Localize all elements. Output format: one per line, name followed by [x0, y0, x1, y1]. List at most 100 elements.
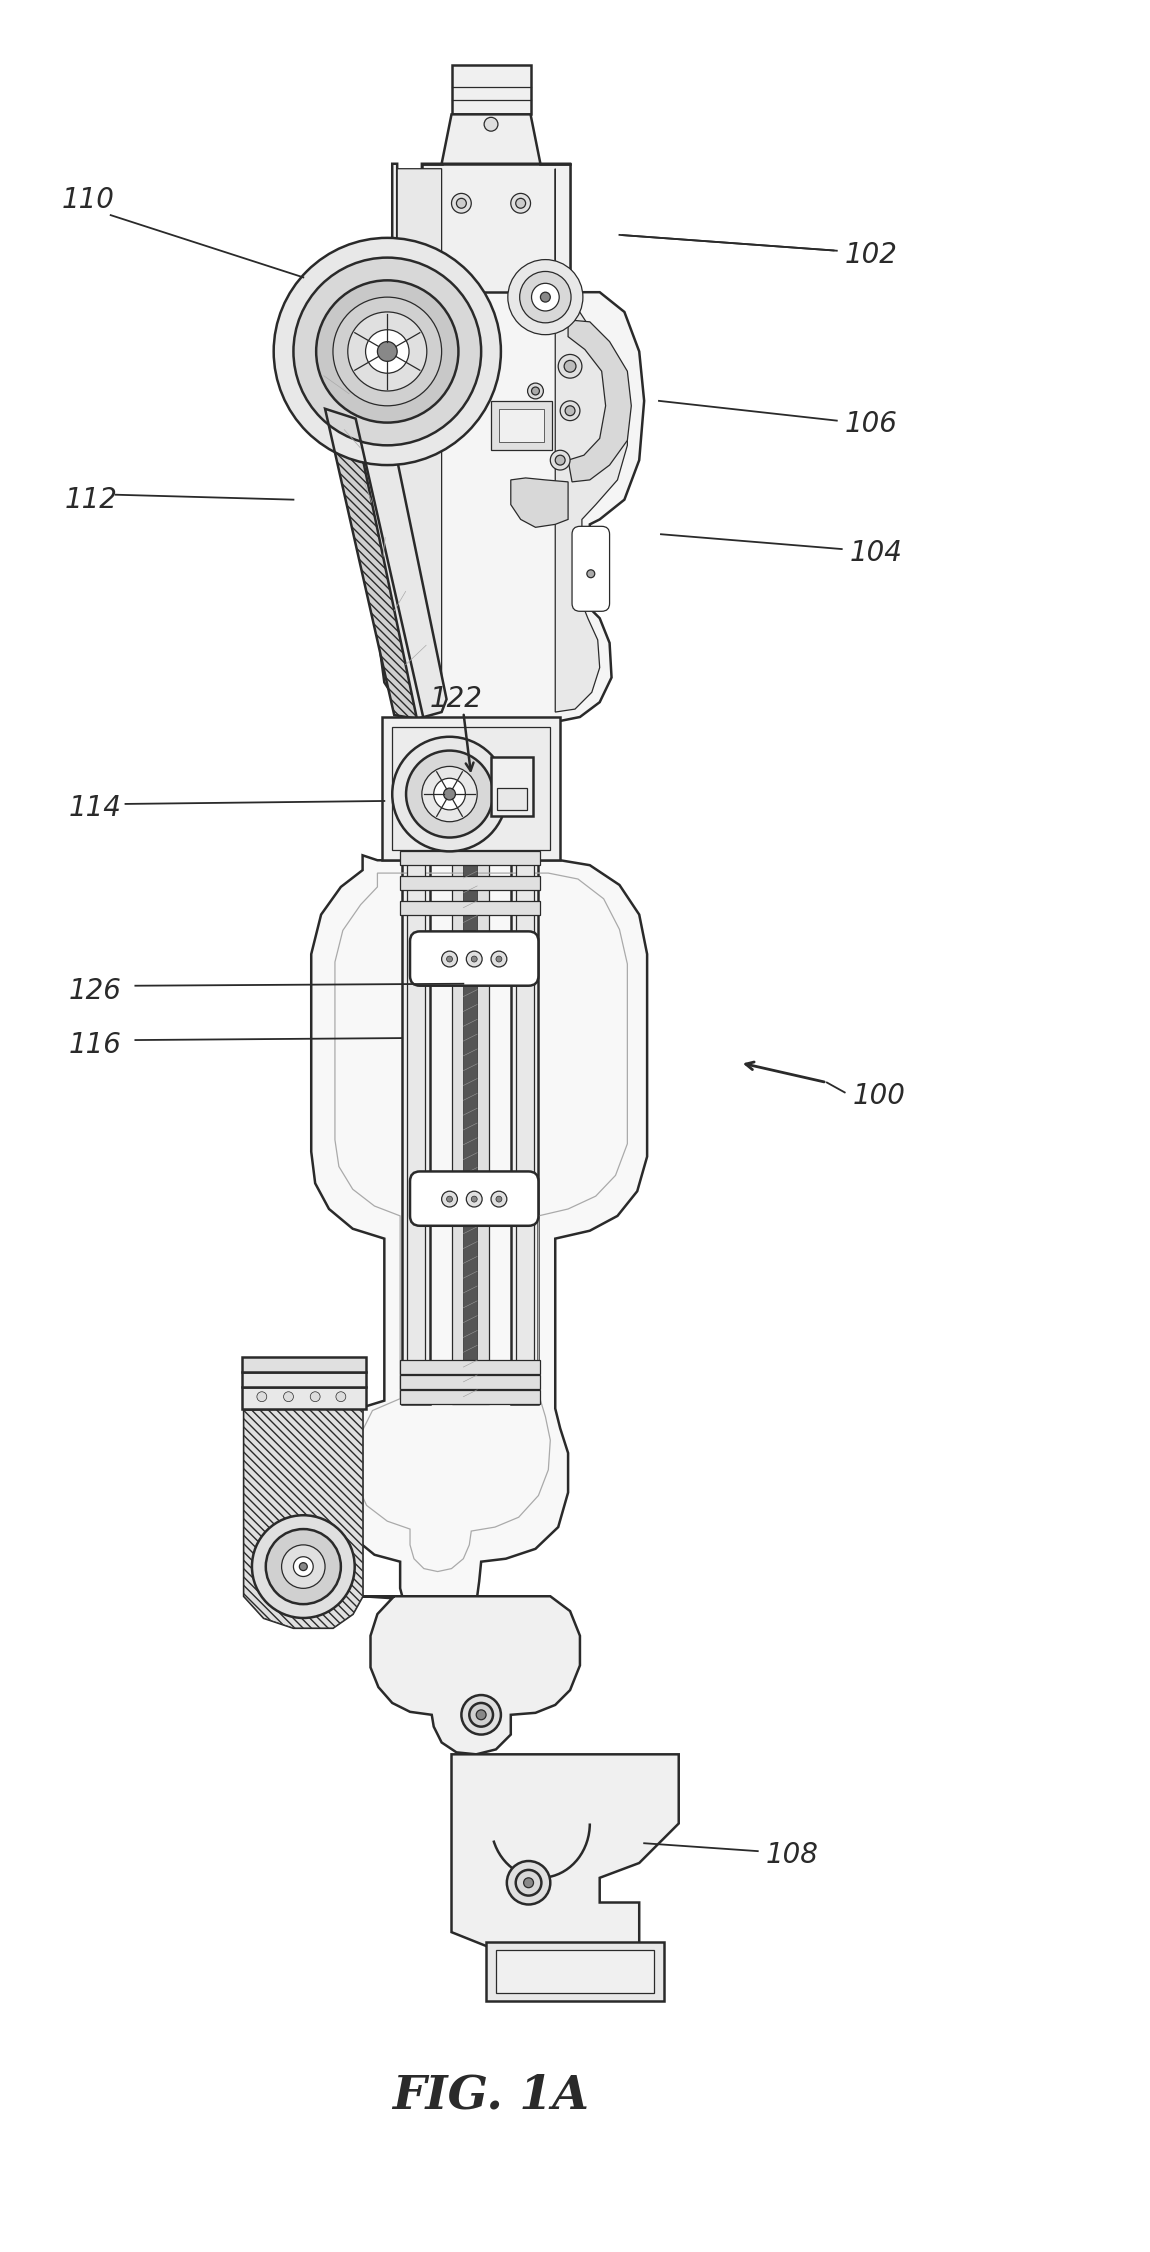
Circle shape	[444, 788, 455, 799]
Polygon shape	[384, 169, 442, 712]
Circle shape	[347, 313, 427, 392]
Circle shape	[293, 1556, 313, 1576]
Circle shape	[434, 779, 466, 811]
Bar	[452, 856, 489, 1403]
Text: 104: 104	[850, 538, 903, 568]
Circle shape	[565, 360, 576, 372]
Polygon shape	[244, 1408, 362, 1628]
Circle shape	[316, 279, 459, 423]
Polygon shape	[568, 320, 631, 482]
Bar	[463, 858, 477, 1401]
Text: 122: 122	[430, 685, 483, 714]
Text: 106: 106	[845, 410, 898, 439]
Bar	[400, 1389, 540, 1403]
Circle shape	[446, 957, 452, 962]
Bar	[400, 851, 540, 865]
Polygon shape	[452, 1754, 678, 1952]
Bar	[400, 876, 540, 890]
Circle shape	[366, 329, 409, 374]
Polygon shape	[381, 164, 644, 768]
Circle shape	[457, 198, 467, 207]
Circle shape	[507, 1860, 551, 1905]
Circle shape	[491, 950, 507, 966]
Bar	[242, 1387, 366, 1408]
Circle shape	[520, 272, 572, 322]
Circle shape	[422, 766, 477, 822]
Bar	[491, 757, 532, 815]
Polygon shape	[244, 1408, 362, 1628]
Circle shape	[442, 1191, 458, 1207]
Bar	[242, 1371, 366, 1387]
Circle shape	[540, 293, 551, 302]
Circle shape	[558, 354, 582, 378]
Circle shape	[282, 1545, 325, 1588]
Bar	[511, 856, 538, 1403]
Circle shape	[284, 1392, 293, 1401]
Circle shape	[452, 194, 472, 214]
Circle shape	[252, 1516, 354, 1617]
Circle shape	[560, 401, 580, 421]
Bar	[400, 1376, 540, 1389]
Circle shape	[377, 342, 397, 360]
Bar	[382, 716, 560, 860]
Circle shape	[586, 570, 595, 579]
Text: 108: 108	[766, 1840, 819, 1869]
Circle shape	[551, 450, 570, 471]
Bar	[486, 1941, 664, 2002]
Text: 116: 116	[68, 1031, 121, 1058]
Circle shape	[299, 1563, 307, 1570]
Circle shape	[515, 198, 526, 207]
Bar	[242, 1358, 366, 1371]
Circle shape	[256, 1392, 267, 1401]
Circle shape	[484, 117, 498, 131]
Polygon shape	[325, 410, 424, 721]
Circle shape	[467, 1191, 482, 1207]
Circle shape	[531, 387, 539, 394]
Circle shape	[476, 1709, 486, 1721]
Circle shape	[472, 1196, 477, 1203]
Text: FIG. 1A: FIG. 1A	[392, 2072, 590, 2119]
Circle shape	[461, 1696, 501, 1734]
Circle shape	[565, 405, 575, 417]
Polygon shape	[362, 1597, 580, 1754]
Text: 126: 126	[68, 977, 121, 1004]
Bar	[515, 860, 534, 1398]
Circle shape	[442, 950, 458, 966]
FancyBboxPatch shape	[411, 932, 538, 986]
Circle shape	[523, 1878, 534, 1887]
Polygon shape	[511, 477, 568, 527]
Bar	[400, 1360, 540, 1374]
Bar	[392, 727, 551, 851]
Bar	[491, 401, 552, 450]
Circle shape	[446, 1196, 452, 1203]
Circle shape	[310, 1392, 320, 1401]
Circle shape	[336, 1392, 346, 1401]
Polygon shape	[555, 169, 628, 712]
Circle shape	[472, 957, 477, 962]
Polygon shape	[304, 318, 446, 718]
Bar	[422, 164, 570, 293]
FancyBboxPatch shape	[572, 527, 610, 610]
Circle shape	[508, 259, 583, 336]
Bar	[496, 1950, 654, 1993]
Text: 110: 110	[61, 187, 114, 214]
Bar	[452, 65, 530, 115]
Bar	[497, 788, 527, 811]
Bar	[499, 410, 544, 441]
Circle shape	[491, 1191, 507, 1207]
Circle shape	[406, 750, 493, 838]
Text: 102: 102	[845, 241, 898, 268]
Circle shape	[511, 194, 530, 214]
FancyBboxPatch shape	[411, 1171, 538, 1225]
Circle shape	[467, 950, 482, 966]
Circle shape	[515, 1869, 542, 1896]
Circle shape	[469, 1703, 493, 1727]
Circle shape	[496, 1196, 501, 1203]
Circle shape	[334, 297, 442, 405]
Text: 112: 112	[64, 486, 117, 513]
Circle shape	[266, 1529, 340, 1603]
Bar	[400, 901, 540, 914]
Polygon shape	[312, 856, 647, 1626]
Circle shape	[528, 383, 544, 399]
Text: 114: 114	[68, 793, 121, 822]
